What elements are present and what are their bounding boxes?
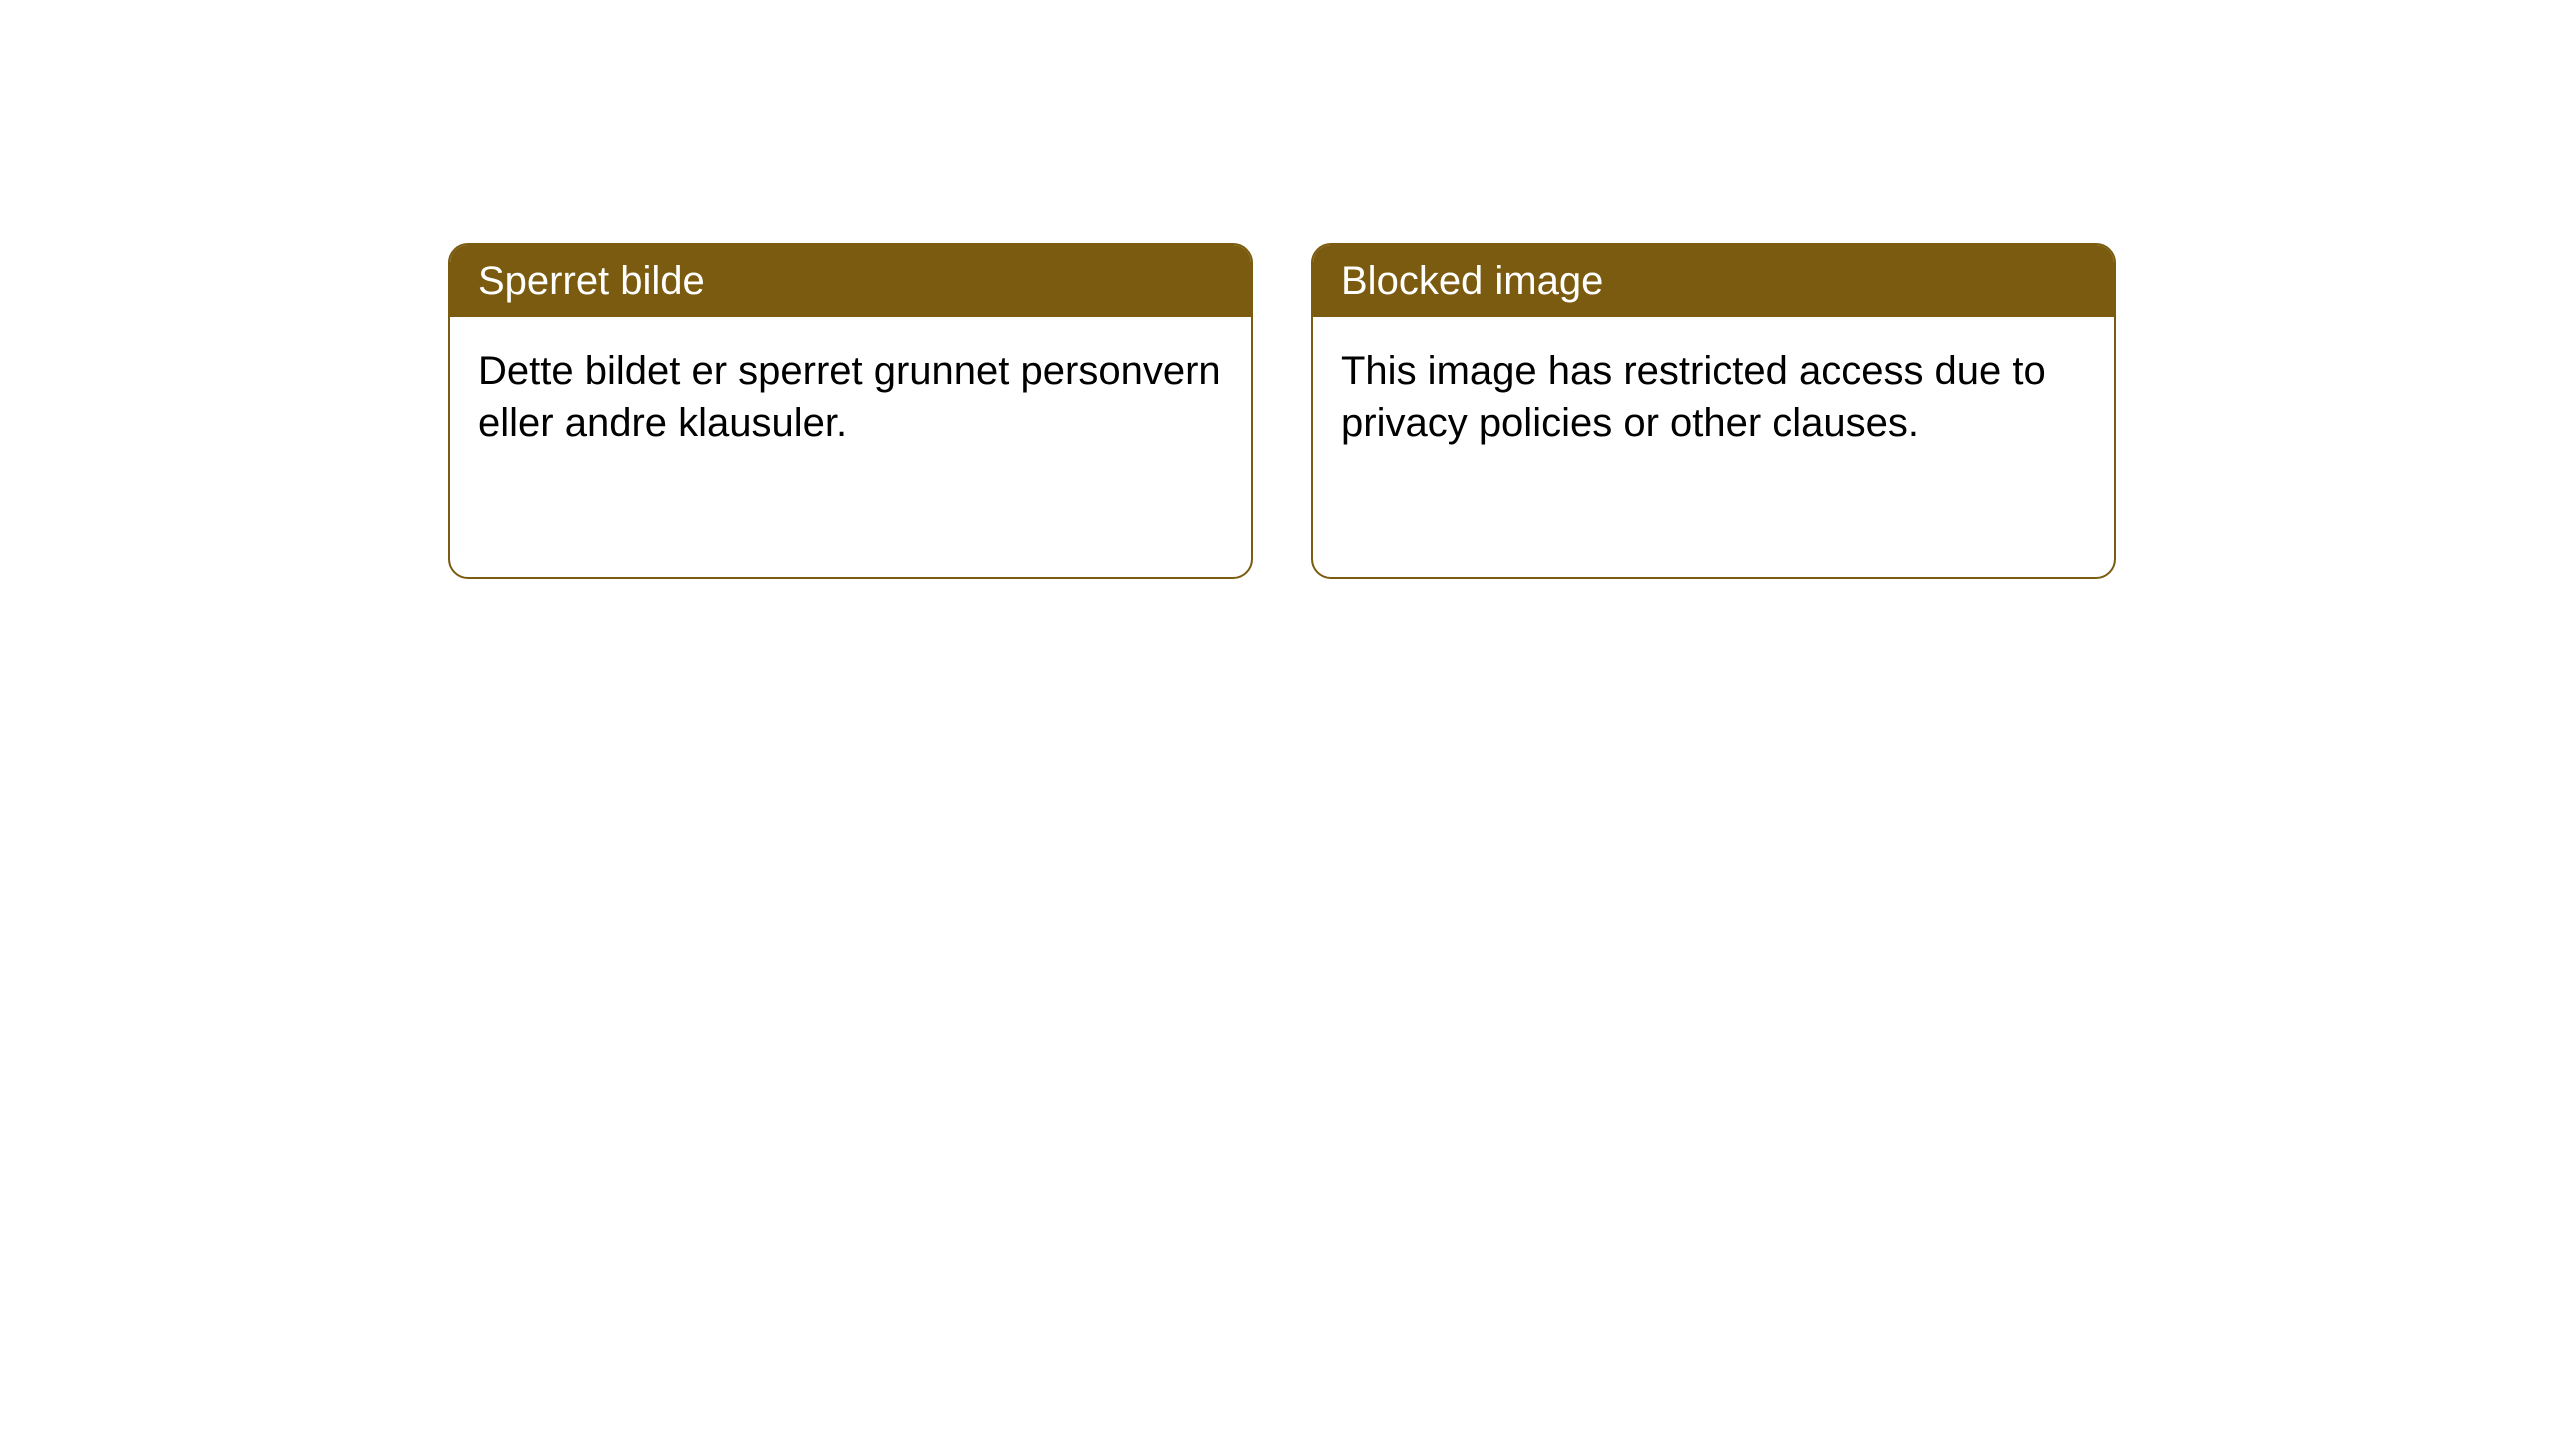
notice-card-english: Blocked image This image has restricted … xyxy=(1311,243,2116,579)
notice-body: Dette bildet er sperret grunnet personve… xyxy=(450,317,1251,477)
notice-title: Blocked image xyxy=(1313,245,2114,317)
notice-card-norwegian: Sperret bilde Dette bildet er sperret gr… xyxy=(448,243,1253,579)
notice-body: This image has restricted access due to … xyxy=(1313,317,2114,477)
notice-container: Sperret bilde Dette bildet er sperret gr… xyxy=(0,0,2560,579)
notice-title: Sperret bilde xyxy=(450,245,1251,317)
